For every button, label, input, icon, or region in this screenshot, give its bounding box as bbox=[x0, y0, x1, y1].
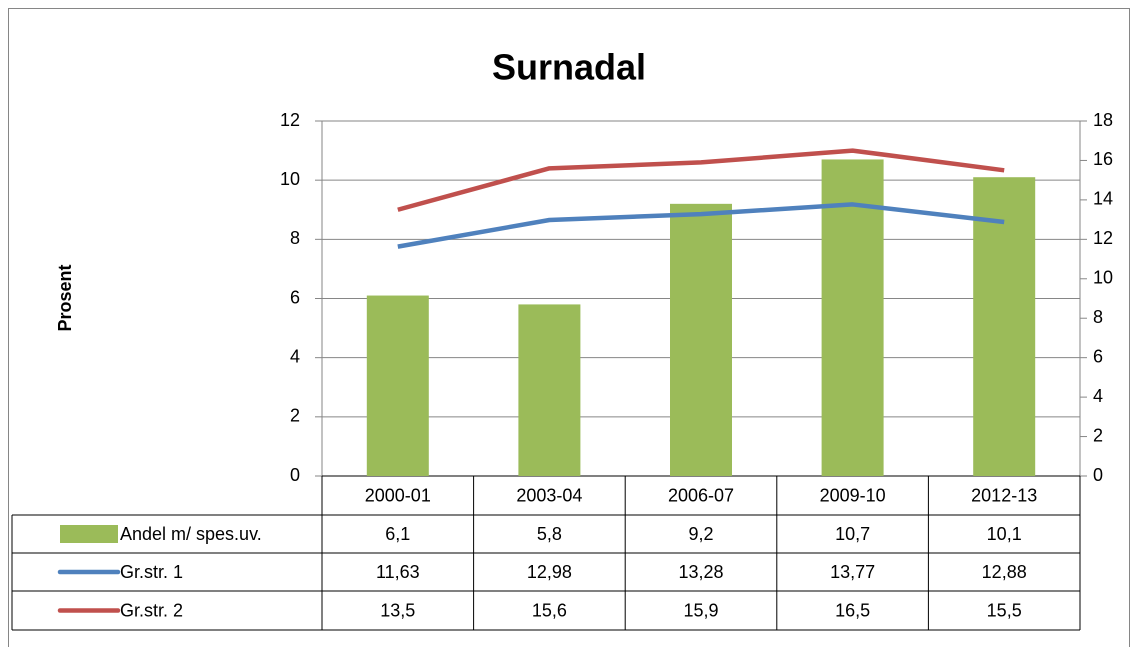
y2-tick-label: 10 bbox=[1093, 268, 1113, 288]
table-value: 5,8 bbox=[537, 524, 562, 544]
table-value: 15,5 bbox=[987, 600, 1022, 620]
y-tick-label: 0 bbox=[290, 465, 300, 485]
table-value: 6,1 bbox=[385, 524, 410, 544]
y2-tick-label: 2 bbox=[1093, 425, 1103, 445]
table-value: 13,77 bbox=[830, 562, 875, 582]
table-value: 16,5 bbox=[835, 600, 870, 620]
line bbox=[397, 148, 1005, 212]
x-tick-label: 2006-07 bbox=[668, 485, 734, 505]
legend-label: Andel m/ spes.uv. bbox=[120, 524, 262, 544]
x-tick-label: 2012-13 bbox=[971, 485, 1037, 505]
table-value: 15,6 bbox=[532, 600, 567, 620]
y-tick-label: 6 bbox=[290, 287, 300, 307]
legend-key bbox=[60, 525, 118, 543]
x-tick-label: 2009-10 bbox=[820, 485, 886, 505]
table-value: 9,2 bbox=[688, 524, 713, 544]
table-value: 11,63 bbox=[376, 562, 420, 582]
y2-tick-label: 8 bbox=[1093, 307, 1103, 327]
y2-tick-label: 12 bbox=[1093, 228, 1113, 248]
table-value: 10,1 bbox=[987, 524, 1022, 544]
table-value: 12,98 bbox=[527, 562, 572, 582]
y-tick-label: 12 bbox=[280, 110, 300, 130]
y2-tick-label: 6 bbox=[1093, 346, 1103, 366]
table-value: 12,88 bbox=[982, 562, 1027, 582]
x-tick-label: 2000-01 bbox=[365, 485, 431, 505]
table-value: 10,7 bbox=[835, 524, 870, 544]
y-tick-label: 10 bbox=[280, 169, 300, 189]
bar bbox=[670, 203, 732, 477]
bar bbox=[973, 177, 1036, 477]
table-value: 13,28 bbox=[678, 562, 723, 582]
table-value: 13,5 bbox=[380, 600, 415, 620]
y2-tick-label: 4 bbox=[1093, 386, 1103, 406]
y-axis-label: Prosent bbox=[55, 264, 75, 331]
line bbox=[397, 202, 1005, 249]
bar bbox=[821, 159, 884, 477]
y-tick-label: 8 bbox=[290, 228, 300, 248]
legend-label: Gr.str. 1 bbox=[120, 562, 183, 582]
y-tick-label: 2 bbox=[290, 406, 300, 426]
legend-label: Gr.str. 2 bbox=[120, 600, 183, 620]
y-tick-label: 4 bbox=[290, 346, 300, 366]
bar bbox=[366, 295, 429, 476]
x-tick-label: 2003-04 bbox=[516, 485, 582, 505]
y2-tick-label: 18 bbox=[1093, 110, 1113, 130]
table-value: 15,9 bbox=[683, 600, 718, 620]
y2-tick-label: 14 bbox=[1093, 189, 1113, 209]
bar bbox=[518, 304, 581, 476]
chart-title: Surnadal bbox=[492, 47, 646, 88]
y2-tick-label: 0 bbox=[1093, 465, 1103, 485]
y2-tick-label: 16 bbox=[1093, 149, 1113, 169]
